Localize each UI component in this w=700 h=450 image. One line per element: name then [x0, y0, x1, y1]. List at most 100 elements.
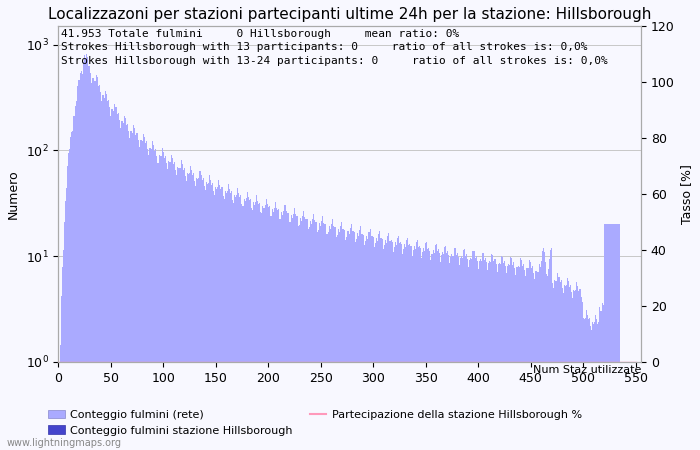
Bar — [609, 224, 610, 450]
Bar — [120, 121, 122, 450]
Bar — [89, 66, 90, 450]
Bar — [155, 149, 156, 450]
Bar — [480, 259, 481, 450]
Bar — [244, 201, 246, 450]
Bar — [612, 224, 613, 450]
Bar — [483, 253, 484, 450]
Bar — [422, 252, 423, 450]
Bar — [490, 262, 491, 450]
Bar — [382, 239, 383, 450]
Bar — [320, 226, 321, 450]
Bar — [590, 326, 591, 450]
Bar — [572, 297, 573, 450]
Bar — [377, 241, 378, 450]
Bar — [398, 235, 399, 450]
Bar — [239, 197, 240, 450]
Bar — [391, 242, 393, 450]
Bar — [592, 322, 593, 450]
Bar — [460, 258, 461, 450]
Bar — [298, 225, 299, 450]
Bar — [599, 307, 601, 450]
Bar — [613, 224, 614, 450]
Bar — [61, 296, 62, 450]
Bar — [128, 130, 129, 450]
Bar — [288, 222, 290, 450]
Bar — [443, 254, 444, 450]
Bar — [349, 228, 351, 450]
Bar — [337, 234, 338, 450]
Bar — [93, 78, 95, 450]
Bar — [254, 205, 255, 450]
Bar — [427, 249, 428, 450]
Bar — [548, 269, 549, 450]
Bar — [538, 264, 540, 450]
Bar — [429, 251, 430, 450]
Title: Localizzazoni per stazioni partecipanti ultime 24h per la stazione: Hillsborough: Localizzazoni per stazioni partecipanti … — [48, 7, 651, 22]
Bar — [368, 232, 370, 450]
Bar — [468, 267, 469, 450]
Bar — [507, 266, 508, 450]
Bar — [248, 201, 250, 450]
Bar — [296, 216, 297, 450]
Bar — [141, 141, 143, 450]
Bar — [587, 315, 588, 450]
Bar — [63, 250, 64, 450]
Bar — [274, 208, 275, 450]
Bar — [88, 66, 89, 450]
Bar — [328, 226, 330, 450]
Bar — [357, 234, 358, 450]
Bar — [275, 202, 276, 450]
Bar — [569, 287, 570, 450]
Bar — [465, 256, 466, 450]
Bar — [74, 106, 76, 450]
Bar — [615, 224, 616, 450]
Bar — [70, 137, 71, 450]
Bar — [550, 250, 551, 450]
Bar — [313, 214, 314, 450]
Bar — [526, 268, 527, 450]
Bar — [365, 241, 366, 450]
Bar — [125, 118, 126, 450]
Bar — [103, 95, 104, 450]
Bar — [299, 225, 300, 450]
Bar — [258, 204, 259, 450]
Bar — [199, 171, 200, 450]
Bar — [342, 229, 343, 450]
Bar — [160, 156, 162, 450]
Bar — [359, 230, 360, 450]
Bar — [400, 242, 401, 450]
Bar — [576, 282, 578, 450]
Y-axis label: Tasso [%]: Tasso [%] — [680, 164, 693, 224]
Bar — [530, 262, 531, 450]
Bar — [492, 255, 493, 450]
Bar — [566, 285, 567, 450]
Bar — [198, 178, 200, 450]
Bar — [487, 270, 488, 450]
Bar — [316, 221, 317, 450]
Bar — [164, 156, 166, 450]
Bar — [112, 109, 113, 450]
Bar — [110, 116, 111, 450]
Bar — [448, 255, 449, 450]
Bar — [300, 218, 301, 450]
Bar — [491, 254, 492, 450]
Bar — [351, 231, 353, 450]
Bar — [564, 285, 565, 450]
Bar — [106, 94, 107, 450]
Bar — [136, 133, 137, 450]
Bar — [620, 362, 622, 450]
Bar — [343, 229, 344, 450]
Bar — [430, 260, 431, 450]
Bar — [188, 174, 189, 450]
Bar — [482, 253, 483, 450]
Bar — [582, 318, 584, 450]
Bar — [85, 59, 86, 450]
Bar — [86, 54, 87, 450]
Bar — [484, 260, 485, 450]
Bar — [172, 158, 173, 450]
Bar — [486, 262, 487, 450]
Bar — [139, 140, 141, 450]
Bar — [221, 187, 223, 450]
Bar — [267, 207, 269, 450]
Bar — [531, 268, 532, 450]
